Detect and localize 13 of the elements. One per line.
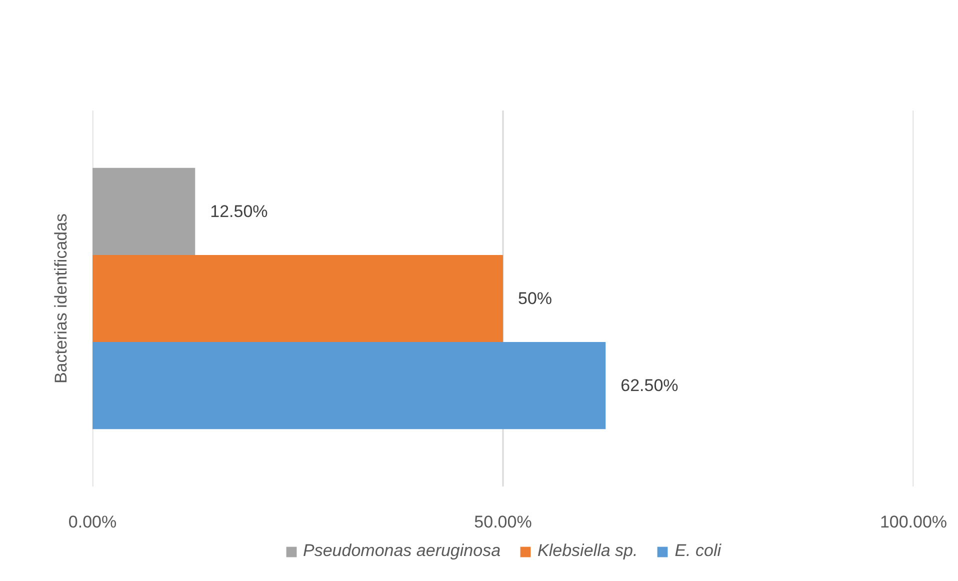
data-label: 62.50% xyxy=(620,376,678,396)
bar xyxy=(92,254,503,342)
x-tick-label: 100.00% xyxy=(880,512,948,532)
bar xyxy=(92,168,196,255)
legend-label: Pseudomonas aeruginosa xyxy=(303,541,501,561)
legend-label: Klebsiella sp. xyxy=(538,541,638,561)
legend-label: E. coli xyxy=(674,541,721,561)
bar xyxy=(92,342,606,430)
x-tick-label: 0.00% xyxy=(68,512,117,532)
x-tick-label: 50.00% xyxy=(474,512,532,532)
y-axis-title: Bacterias identificadas xyxy=(52,213,70,384)
data-label: 50% xyxy=(518,289,552,308)
data-label: 12.50% xyxy=(210,202,268,221)
